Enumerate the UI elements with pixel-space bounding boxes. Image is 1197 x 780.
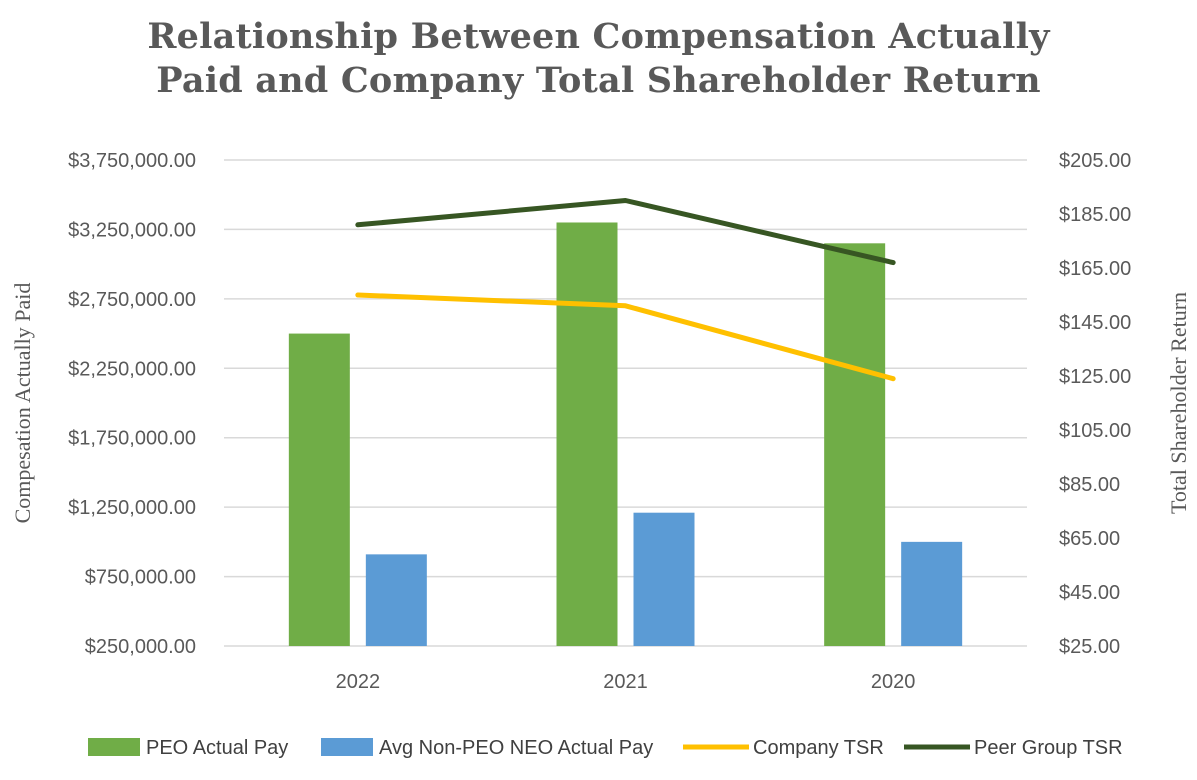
right-tick-label: $45.00 xyxy=(1059,582,1120,604)
bar-peo-actual-pay xyxy=(824,243,886,647)
line-peer-group-tsr xyxy=(355,198,896,266)
left-tick-label: $2,250,000.00 xyxy=(68,358,196,380)
y-axis-right-label: Total Shareholder Return xyxy=(1166,292,1191,514)
right-axis-ticks: $25.00 $45.00 $65.00 $85.00 $105.00 $125.00 $1… xyxy=(1059,150,1131,658)
line-company-tsr xyxy=(355,292,896,382)
bar-avg-non-peo-neo-actual-pay xyxy=(365,554,427,646)
right-tick-label: $105.00 xyxy=(1059,420,1131,442)
category-tick-label: 2020 xyxy=(871,671,916,693)
legend-swatch-avg-non-peo-neo-actual-pay xyxy=(321,738,373,756)
bar-peo-actual-pay xyxy=(556,222,618,646)
legend: PEO Actual Pay Avg Non-PEO NEO Actual Pay… xyxy=(88,737,1123,759)
right-tick-label: $165.00 xyxy=(1059,258,1131,280)
right-tick-label: $205.00 xyxy=(1059,150,1131,172)
left-tick-label: $1,750,000.00 xyxy=(68,428,196,450)
right-tick-label: $25.00 xyxy=(1059,636,1120,658)
right-tick-label: $125.00 xyxy=(1059,366,1131,388)
category-tick-label: 2022 xyxy=(336,671,381,693)
right-tick-label: $85.00 xyxy=(1059,474,1120,496)
lines-layer xyxy=(355,198,896,382)
category-tick-label: 2021 xyxy=(603,671,648,693)
bars-layer xyxy=(288,222,963,647)
left-tick-label: $1,250,000.00 xyxy=(68,497,196,519)
chart-title-line-2: Paid and Company Total Shareholder Retur… xyxy=(156,60,1041,101)
right-tick-label: $145.00 xyxy=(1059,312,1131,334)
legend-label-peo-actual-pay: PEO Actual Pay xyxy=(146,737,288,759)
y-axis-left-label: Compesation Actually Paid xyxy=(10,283,35,524)
right-tick-label: $185.00 xyxy=(1059,204,1131,226)
grid-layer xyxy=(224,159,1027,647)
chart-title-line-1: Relationship Between Compensation Actual… xyxy=(147,16,1050,57)
left-tick-label: $2,750,000.00 xyxy=(68,289,196,311)
legend-label-peer-group-tsr: Peer Group TSR xyxy=(974,737,1123,759)
bar-avg-non-peo-neo-actual-pay xyxy=(901,541,963,646)
left-tick-label: $250,000.00 xyxy=(85,636,196,658)
left-tick-label: $750,000.00 xyxy=(85,567,196,589)
left-tick-label: $3,750,000.00 xyxy=(68,150,196,172)
bar-peo-actual-pay xyxy=(288,333,350,646)
right-tick-label: $65.00 xyxy=(1059,528,1120,550)
category-axis-ticks: 2022 2021 2020 xyxy=(336,671,916,693)
legend-label-avg-non-peo-neo-actual-pay: Avg Non-PEO NEO Actual Pay xyxy=(379,737,653,759)
bar-avg-non-peo-neo-actual-pay xyxy=(633,512,695,646)
left-tick-label: $3,250,000.00 xyxy=(68,219,196,241)
legend-label-company-tsr: Company TSR xyxy=(753,737,884,759)
legend-swatch-peo-actual-pay xyxy=(88,738,140,756)
left-axis-ticks: $250,000.00 $750,000.00 $1,250,000.00 $1,75… xyxy=(68,150,196,658)
